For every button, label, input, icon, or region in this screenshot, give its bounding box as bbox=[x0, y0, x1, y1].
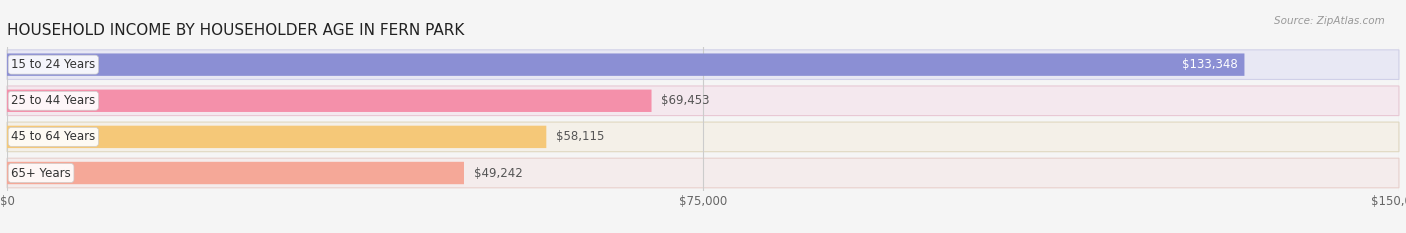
Text: $49,242: $49,242 bbox=[474, 167, 523, 179]
Text: $133,348: $133,348 bbox=[1181, 58, 1237, 71]
FancyBboxPatch shape bbox=[7, 122, 1399, 152]
Text: 15 to 24 Years: 15 to 24 Years bbox=[11, 58, 96, 71]
FancyBboxPatch shape bbox=[7, 86, 1399, 116]
Text: $58,115: $58,115 bbox=[555, 130, 605, 143]
Text: 25 to 44 Years: 25 to 44 Years bbox=[11, 94, 96, 107]
FancyBboxPatch shape bbox=[7, 162, 464, 184]
Text: 65+ Years: 65+ Years bbox=[11, 167, 70, 179]
FancyBboxPatch shape bbox=[7, 53, 1244, 76]
Text: Source: ZipAtlas.com: Source: ZipAtlas.com bbox=[1274, 16, 1385, 26]
FancyBboxPatch shape bbox=[7, 89, 651, 112]
FancyBboxPatch shape bbox=[7, 50, 1399, 79]
Text: $69,453: $69,453 bbox=[661, 94, 710, 107]
FancyBboxPatch shape bbox=[7, 158, 1399, 188]
Text: 45 to 64 Years: 45 to 64 Years bbox=[11, 130, 96, 143]
Text: HOUSEHOLD INCOME BY HOUSEHOLDER AGE IN FERN PARK: HOUSEHOLD INCOME BY HOUSEHOLDER AGE IN F… bbox=[7, 24, 464, 38]
FancyBboxPatch shape bbox=[7, 126, 547, 148]
